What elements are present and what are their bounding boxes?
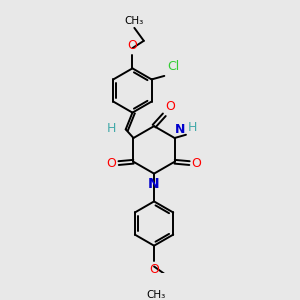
Text: O: O xyxy=(106,157,116,169)
Text: Cl: Cl xyxy=(167,60,179,73)
Text: O: O xyxy=(149,263,159,276)
Text: CH₃: CH₃ xyxy=(146,290,166,300)
Text: N: N xyxy=(148,177,160,191)
Text: H: H xyxy=(107,122,116,134)
Text: O: O xyxy=(166,100,176,112)
Text: H: H xyxy=(188,121,197,134)
Text: O: O xyxy=(192,157,202,169)
Text: O: O xyxy=(128,39,137,52)
Text: CH₃: CH₃ xyxy=(125,16,144,26)
Text: N: N xyxy=(175,123,185,136)
